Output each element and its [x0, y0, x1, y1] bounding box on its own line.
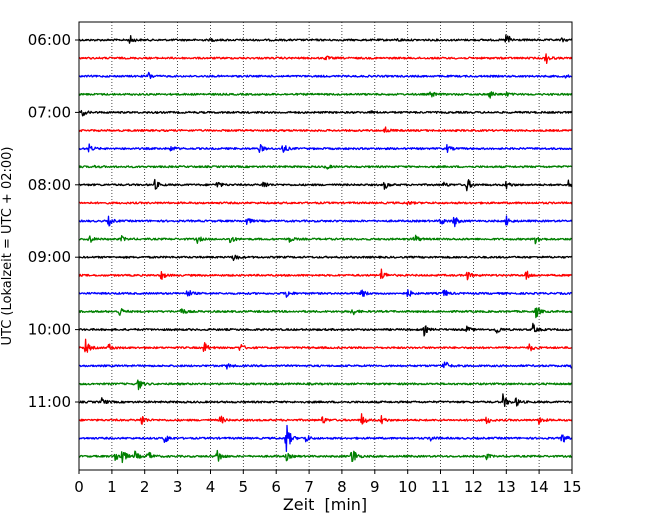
y-tick-label: 11:00	[28, 393, 71, 411]
x-axis-label: Zeit [min]	[283, 495, 367, 514]
plot-frame	[78, 21, 573, 471]
trace-0630	[78, 71, 573, 80]
trace-0930	[78, 289, 573, 298]
y-tick-label: 10:00	[28, 321, 71, 339]
trace-1130	[78, 424, 573, 453]
trace-0615	[78, 53, 573, 65]
x-tick-label: 8	[337, 478, 347, 496]
x-tick-label: 10	[398, 478, 417, 496]
y-tick-label: 09:00	[28, 248, 71, 266]
x-tick-label: 13	[497, 478, 516, 496]
x-tick-label: 4	[206, 478, 216, 496]
trace-0830	[78, 215, 573, 228]
trace-0800	[78, 178, 573, 192]
x-tick-label: 7	[304, 478, 314, 496]
y-axis: 06:00 07:00 08:00 09:00 10:00 11:00	[28, 31, 79, 411]
x-tick-label: 15	[562, 478, 581, 496]
trace-0600	[78, 34, 573, 44]
trace-0815	[78, 200, 573, 206]
trace-1030	[78, 361, 573, 370]
trace-1100	[78, 393, 573, 408]
traces	[78, 34, 573, 464]
x-tick-label: 3	[173, 478, 183, 496]
trace-0700	[78, 109, 573, 117]
x-tick-label: 6	[271, 478, 281, 496]
x-tick-label: 0	[74, 478, 84, 496]
trace-1115	[78, 413, 573, 425]
trace-1000	[78, 322, 573, 337]
x-tick-label: 5	[239, 478, 249, 496]
trace-0845	[78, 234, 573, 245]
x-tick-label: 12	[464, 478, 483, 496]
trace-1045	[78, 379, 573, 391]
x-tick-label: 1	[107, 478, 117, 496]
x-tick-label: 14	[530, 478, 549, 496]
y-axis-label: UTC (Lokalzeit = UTC + 02:00)	[0, 147, 15, 346]
trace-1015	[78, 338, 573, 353]
trace-0745	[78, 164, 573, 170]
y-tick-label: 08:00	[28, 176, 71, 194]
trace-0730	[78, 143, 573, 153]
x-tick-label: 2	[140, 478, 150, 496]
y-tick-label: 06:00	[28, 31, 71, 49]
trace-0900	[78, 254, 573, 262]
x-tick-label: 9	[370, 478, 380, 496]
y-tick-label: 07:00	[28, 103, 71, 121]
trace-1145	[78, 449, 573, 464]
trace-0645	[78, 91, 573, 99]
x-axis: 0 1 2 3 4 5 6 7 8 9 10 11 12 13 14 15	[74, 470, 582, 496]
trace-0915	[78, 268, 573, 281]
trace-0945	[78, 307, 573, 319]
trace-0715	[78, 126, 573, 133]
x-tick-label: 11	[431, 478, 450, 496]
